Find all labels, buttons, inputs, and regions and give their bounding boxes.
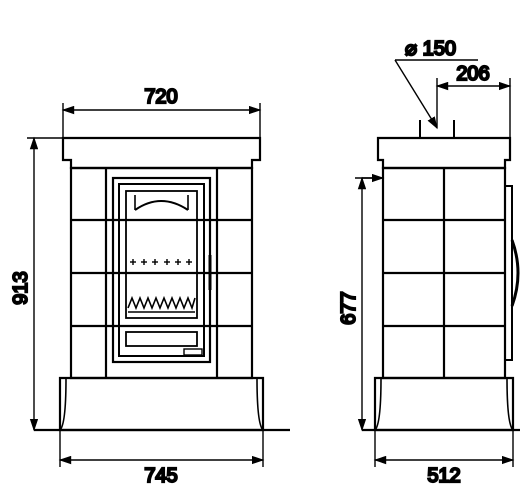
dim-745: 745	[144, 465, 177, 487]
dim-720: 720	[144, 86, 177, 108]
technical-drawing-canvas: 720 745 913	[0, 0, 526, 500]
dim-206: 206	[456, 63, 489, 85]
side-view: ⌀ 150 206 677 512	[338, 38, 520, 487]
front-view: 720 745 913	[10, 86, 290, 487]
dim-512: 512	[427, 465, 460, 487]
dim-677: 677	[338, 291, 360, 324]
dim-flue-dia: ⌀ 150	[405, 38, 456, 60]
drawing-svg: 720 745 913	[0, 0, 526, 500]
dim-913: 913	[10, 271, 32, 304]
